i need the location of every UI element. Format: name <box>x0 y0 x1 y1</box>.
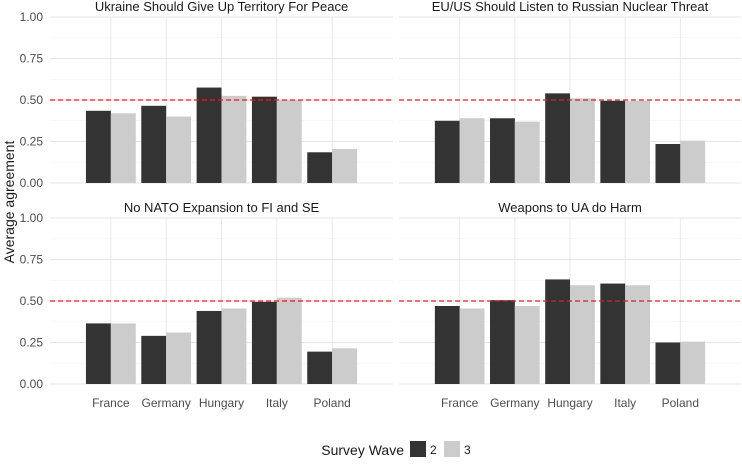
bar-france-wave-2 <box>85 323 111 384</box>
bar-italy-wave-3 <box>625 100 650 183</box>
bar-poland-wave-2 <box>307 351 333 384</box>
x-tick-label-italy: Italy <box>266 396 288 410</box>
bar-poland-wave-2 <box>655 143 681 183</box>
x-tick-label-france: France <box>92 396 130 410</box>
bar-germany-wave-3 <box>514 121 540 183</box>
x-tick-label-poland: Poland <box>662 396 699 410</box>
bar-hungary-wave-2 <box>196 310 222 384</box>
bar-italy-wave-3 <box>625 285 650 384</box>
bar-france-wave-3 <box>459 308 485 384</box>
bar-germany-wave-3 <box>166 332 192 384</box>
bar-germany-wave-2 <box>490 118 515 183</box>
bar-italy-wave-2 <box>600 283 626 384</box>
bar-france-wave-2 <box>434 120 460 183</box>
bar-germany-wave-2 <box>141 105 167 183</box>
y-tick-label: 0.50 <box>20 93 44 107</box>
panel-title: Ukraine Should Give Up Territory For Pea… <box>95 0 348 14</box>
bar-hungary-wave-3 <box>221 95 247 183</box>
bar-germany-wave-2 <box>490 300 515 384</box>
bar-hungary-wave-3 <box>570 98 595 183</box>
bar-hungary-wave-3 <box>570 285 595 384</box>
y-tick-label: 0.75 <box>20 52 44 66</box>
panel-title: Weapons to UA do Harm <box>498 200 642 215</box>
y-tick-label: 0.00 <box>20 176 44 190</box>
bar-poland-wave-3 <box>680 341 706 384</box>
bar-france-wave-2 <box>434 305 460 384</box>
legend-label-3: 3 <box>464 443 471 457</box>
x-tick-label-italy: Italy <box>614 396 636 410</box>
bar-italy-wave-3 <box>276 100 302 183</box>
bar-poland-wave-3 <box>332 348 358 384</box>
bar-france-wave-3 <box>110 113 136 183</box>
bar-france-wave-3 <box>110 323 136 384</box>
y-tick-label: 1.00 <box>20 211 44 225</box>
x-tick-label-france: France <box>441 396 479 410</box>
bar-france-wave-2 <box>85 110 111 183</box>
y-tick-label: 0.75 <box>20 253 44 267</box>
panel-title: No NATO Expansion to FI and SE <box>124 200 320 215</box>
bar-italy-wave-3 <box>276 297 302 384</box>
legend-swatch-3 <box>444 441 460 457</box>
bar-france-wave-3 <box>459 118 485 183</box>
x-tick-label-poland: Poland <box>313 396 350 410</box>
y-tick-label: 1.00 <box>20 10 44 24</box>
bar-germany-wave-3 <box>514 305 540 384</box>
legend-label-2: 2 <box>430 443 437 457</box>
bar-italy-wave-2 <box>251 96 277 183</box>
y-tick-label: 0.50 <box>20 294 44 308</box>
bar-germany-wave-2 <box>141 335 167 384</box>
legend-title: Survey Wave <box>321 442 404 458</box>
x-tick-label-hungary: Hungary <box>547 396 592 410</box>
y-tick-label: 0.25 <box>20 336 44 350</box>
bar-italy-wave-2 <box>600 100 626 183</box>
y-tick-label: 0.00 <box>20 377 44 391</box>
bar-hungary-wave-3 <box>221 308 247 384</box>
legend-swatch-2 <box>410 441 426 457</box>
x-tick-label-germany: Germany <box>490 396 539 410</box>
y-axis-label: Average agreement <box>1 141 17 264</box>
x-tick-label-hungary: Hungary <box>199 396 244 410</box>
bar-hungary-wave-2 <box>545 93 570 183</box>
panel-title: EU/US Should Listen to Russian Nuclear T… <box>432 0 709 14</box>
x-tick-label-germany: Germany <box>141 396 190 410</box>
bar-poland-wave-2 <box>307 152 333 183</box>
bar-poland-wave-2 <box>655 342 681 384</box>
y-tick-label: 0.25 <box>20 135 44 149</box>
bar-poland-wave-3 <box>332 148 358 183</box>
bar-italy-wave-2 <box>251 301 277 384</box>
bar-germany-wave-3 <box>166 116 192 183</box>
bar-hungary-wave-2 <box>196 87 222 183</box>
bar-hungary-wave-2 <box>545 279 570 384</box>
bar-poland-wave-3 <box>680 140 706 183</box>
